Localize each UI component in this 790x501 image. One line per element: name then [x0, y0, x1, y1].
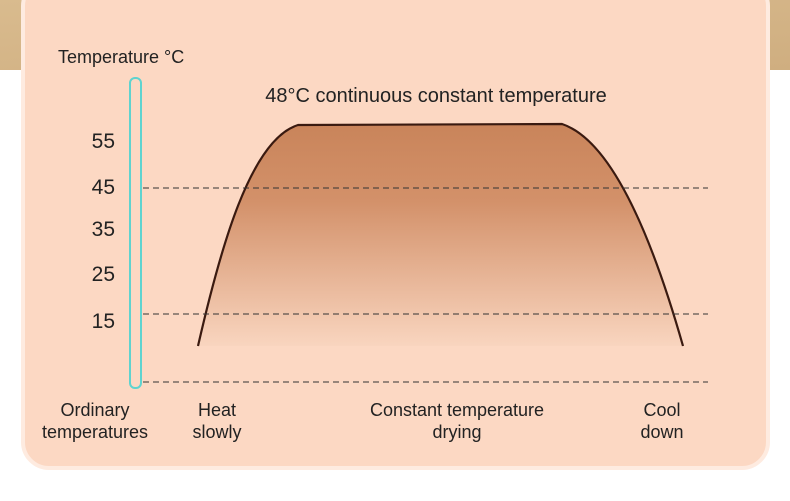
axis-label: Temperature °C — [58, 47, 184, 67]
phase-label: Cool — [643, 400, 680, 420]
temperature-curve — [196, 122, 685, 347]
temperature-bar — [129, 77, 142, 389]
tick-label: 25 — [92, 263, 115, 286]
phase-label: drying — [432, 422, 481, 442]
phase-label: temperatures — [42, 422, 148, 442]
temperature-area — [198, 124, 683, 346]
tick-label: 55 — [92, 130, 115, 153]
tick-label: 35 — [92, 218, 115, 241]
phase-label: Heat — [198, 400, 236, 420]
phase-label: down — [640, 422, 683, 442]
phase-label: slowly — [192, 422, 241, 442]
phase-label: Constant temperature — [370, 400, 544, 420]
phase-label: Ordinary — [60, 400, 129, 420]
annotation: 48°C continuous constant temperature — [265, 85, 607, 107]
tick-label: 15 — [92, 310, 115, 333]
tick-label: 45 — [92, 176, 115, 199]
